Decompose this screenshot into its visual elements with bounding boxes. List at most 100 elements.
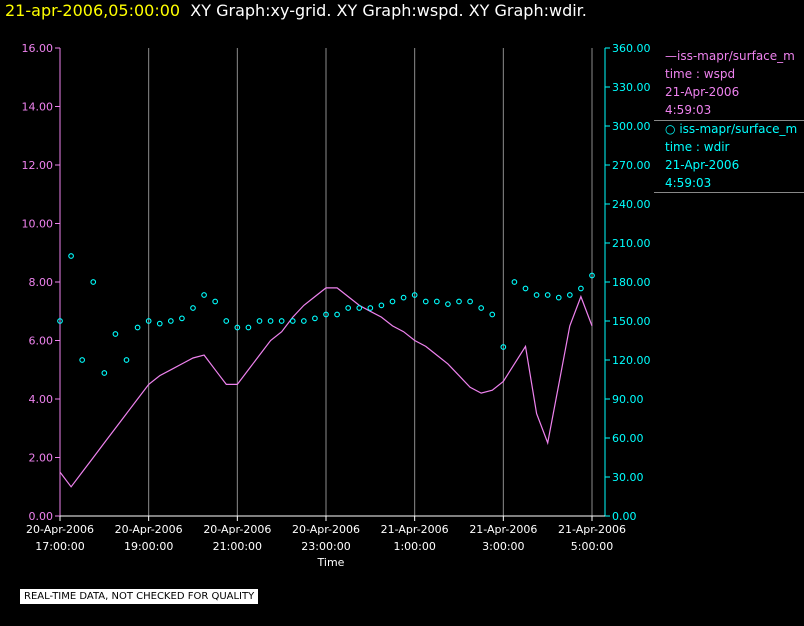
- wdir-point: [57, 318, 63, 324]
- legend-wdir-time: 4:59:03: [665, 176, 712, 190]
- legend-wdir-name: iss-mapr/surface_m: [679, 122, 798, 136]
- wdir-point: [256, 318, 263, 324]
- legend-wspd-time: 4:59:03: [665, 103, 712, 117]
- legend-wdir-axis: time : wdir: [665, 140, 730, 154]
- wdir-point: [500, 344, 507, 350]
- legend-wspd: —iss-mapr/surface_m time : wspd 21-Apr-2…: [665, 47, 795, 119]
- x-tick-label-date: 21-Apr-2006: [381, 523, 449, 536]
- wdir-point: [79, 357, 86, 363]
- left-tick-label: 6.00: [29, 335, 54, 348]
- left-tick-label: 14.00: [22, 101, 54, 114]
- wdir-point: [445, 301, 451, 307]
- wdir-point: [522, 285, 529, 292]
- wdir-point: [400, 294, 407, 301]
- wdir-point: [312, 315, 318, 322]
- wdir-point: [179, 315, 185, 322]
- wdir-point: [389, 298, 396, 305]
- x-tick-label-time: 19:00:00: [124, 540, 173, 553]
- left-ticks: 0.00 2.00 4.00 6.00 8.00 10.00 12.00 14.00 16.00: [22, 42, 60, 523]
- left-tick-label: 4.00: [29, 393, 54, 406]
- wdir-point: [555, 294, 562, 301]
- right-tick-label: 210.00: [612, 237, 651, 250]
- x-ticks: 20-Apr-2006 17:00:00 20-Apr-2006 19:00:00 20…: [26, 516, 626, 553]
- right-tick-label: 150.00: [612, 315, 651, 328]
- wdir-point: [300, 318, 307, 324]
- right-tick-label: 30.00: [612, 471, 644, 484]
- x-tick-label-date: 21-Apr-2006: [469, 523, 537, 536]
- wdir-point: [411, 292, 418, 298]
- wdir-series: [57, 253, 595, 376]
- legend-divider: [654, 192, 804, 193]
- right-tick-label: 360.00: [612, 42, 651, 55]
- wdir-point: [112, 331, 119, 337]
- legend-divider: [654, 120, 804, 121]
- legend-wspd-axis: time : wspd: [665, 67, 736, 81]
- right-ticks: 0.00 30.00 60.00 90.00 120.00 150.00 180.00 210…: [605, 42, 651, 523]
- wdir-point: [456, 298, 462, 305]
- x-tick-label-date: 20-Apr-2006: [203, 523, 271, 536]
- x-tick-label-time: 23:00:00: [301, 540, 350, 553]
- right-tick-label: 120.00: [612, 354, 651, 367]
- legend-wdir: ○ iss-mapr/surface_m time : wdir 21-Apr-…: [665, 120, 797, 192]
- x-tick-label-date: 20-Apr-2006: [115, 523, 183, 536]
- x-axis-label: Time: [317, 556, 345, 569]
- right-tick-label: 0.00: [612, 510, 637, 523]
- left-tick-label: 12.00: [22, 159, 54, 172]
- wdir-point: [167, 318, 174, 324]
- x-tick-label-date: 20-Apr-2006: [292, 523, 360, 536]
- wdir-point: [422, 298, 429, 305]
- left-tick-label: 0.00: [29, 510, 54, 523]
- title-graphs: XY Graph:xy-grid. XY Graph:wspd. XY Grap…: [190, 1, 587, 20]
- title-timestamp: 21-apr-2006,05:00:00: [5, 1, 181, 20]
- wdir-point: [356, 305, 363, 311]
- wdir-point: [212, 298, 219, 305]
- wdir-point: [201, 292, 207, 298]
- x-tick-label-time: 1:00:00: [393, 540, 435, 553]
- wdir-point: [68, 253, 74, 259]
- wdir-point: [323, 311, 329, 318]
- x-tick-label-time: 5:00:00: [571, 540, 613, 553]
- wdir-point: [289, 318, 296, 324]
- right-tick-label: 270.00: [612, 159, 651, 172]
- wdir-point: [378, 302, 385, 309]
- left-tick-label: 16.00: [22, 42, 54, 55]
- wspd-series: [59, 287, 593, 488]
- wdir-point: [156, 320, 163, 327]
- wdir-point: [101, 370, 108, 376]
- wdir-point: [511, 279, 518, 285]
- wdir-point: [334, 311, 340, 318]
- left-tick-label: 2.00: [29, 452, 54, 465]
- wdir-point: [134, 324, 141, 331]
- wdir-point: [190, 305, 196, 311]
- wdir-point: [566, 292, 573, 298]
- wdir-point: [467, 298, 473, 305]
- wdir-point: [544, 292, 551, 298]
- legend-wspd-name: iss-mapr/surface_m: [677, 49, 795, 63]
- wdir-point: [489, 311, 496, 318]
- wdir-point: [589, 272, 595, 279]
- wdir-point: [234, 324, 241, 331]
- wdir-point: [267, 318, 274, 324]
- right-tick-label: 90.00: [612, 393, 644, 406]
- legend-wspd-marker: —: [665, 49, 677, 63]
- left-tick-label: 8.00: [29, 276, 54, 289]
- right-tick-label: 240.00: [612, 198, 651, 211]
- right-tick-label: 300.00: [612, 120, 651, 133]
- right-tick-label: 180.00: [612, 276, 651, 289]
- quality-disclaimer: REAL-TIME DATA, NOT CHECKED FOR QUALITY: [20, 589, 259, 604]
- x-tick-label-time: 3:00:00: [482, 540, 524, 553]
- x-tick-label-time: 17:00:00: [35, 540, 84, 553]
- wdir-point: [367, 305, 374, 311]
- legend-wspd-date: 21-Apr-2006: [665, 85, 740, 99]
- wdir-point: [278, 318, 285, 324]
- gridlines: [148, 48, 593, 516]
- wdir-point: [578, 285, 584, 292]
- wdir-point: [433, 298, 440, 305]
- wdir-point: [145, 318, 152, 324]
- wdir-point: [90, 279, 97, 285]
- wdir-point: [223, 318, 230, 324]
- wdir-point: [478, 305, 485, 311]
- x-tick-label-date: 20-Apr-2006: [26, 523, 94, 536]
- wdir-point: [123, 357, 130, 363]
